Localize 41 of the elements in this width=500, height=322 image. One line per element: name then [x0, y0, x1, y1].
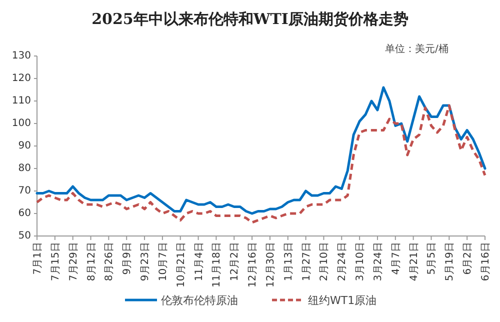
x-tick-label: 2月10日: [319, 242, 330, 282]
legend-label: 纽约WT1原油: [308, 294, 377, 307]
y-tick-label: 90: [18, 140, 31, 152]
x-tick-label: 9月9日: [122, 242, 134, 275]
x-tick-label: 7月1日: [32, 242, 44, 275]
x-tick-label: 5月5日: [426, 242, 438, 275]
y-tick-label: 60: [18, 208, 31, 219]
x-tick-label: 2月24日: [337, 242, 348, 282]
y-tick-label: 50: [18, 230, 31, 242]
text: 单位：美元/桶: [385, 43, 448, 55]
chart-title: 2025年中以来布伦特和WTI原油期货价格走势: [92, 10, 408, 28]
x-tick-label: 11月18日: [212, 242, 223, 288]
x-tick-label: 3月24日: [372, 242, 384, 282]
x-tick-label: 7月15日: [50, 242, 62, 282]
y-tick-label: 120: [12, 73, 31, 84]
x-tick-label: 12月16日: [248, 242, 259, 288]
line-series: [36, 86, 486, 215]
x-tick-label: 8月26日: [104, 242, 116, 282]
x-tick-label: 8月12日: [86, 242, 98, 282]
y-tick-label: 110: [12, 96, 31, 106]
line-series: [36, 104, 486, 224]
x-tick-label: 12月2日: [230, 242, 241, 282]
x-tick-label: 4月7日: [390, 242, 402, 275]
x-tick-label: 4月21日: [408, 242, 420, 282]
legend-label: 伦敦布伦特原油: [161, 294, 238, 307]
x-tick-label: 5月19日: [444, 242, 456, 282]
y-tick-label: 130: [12, 50, 31, 62]
x-tick-label: 1月13日: [283, 242, 294, 282]
y-tick-label: 100: [12, 118, 31, 129]
x-tick-label: 3月10日: [355, 242, 366, 282]
x-tick-label: 12月30日: [265, 242, 276, 288]
x-tick-label: 7月29日: [68, 242, 80, 282]
x-tick-label: 10月21日: [176, 242, 187, 288]
x-tick-label: 6月2日: [462, 242, 474, 275]
x-tick-label: 9月23日: [140, 242, 152, 282]
x-tick-label: 1月27日: [301, 242, 312, 282]
y-tick-label: 70: [18, 186, 31, 196]
x-tick-label: 11月4日: [194, 242, 205, 282]
x-tick-label: 6月16日: [480, 242, 492, 282]
x-tick-label: 10月7日: [158, 242, 169, 282]
y-tick-label: 80: [18, 163, 31, 174]
